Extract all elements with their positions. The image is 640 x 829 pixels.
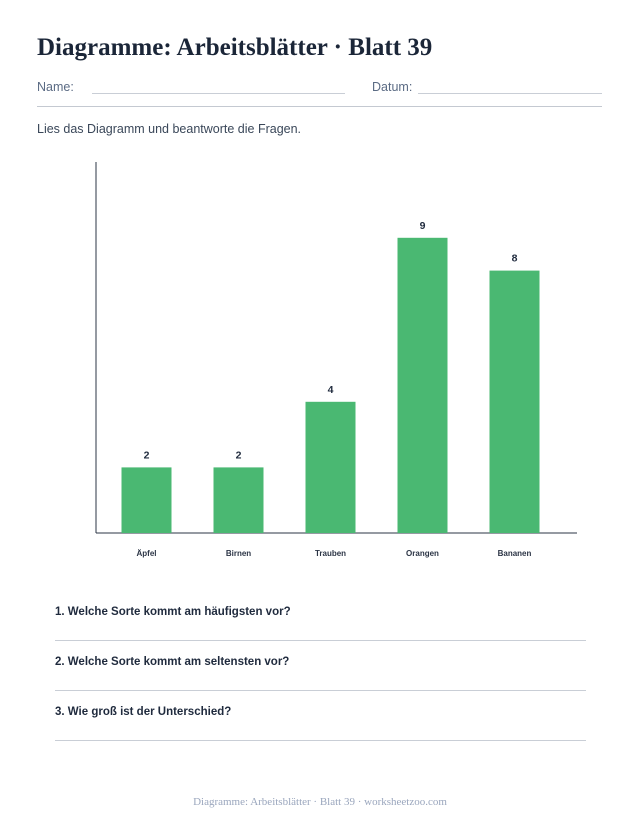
question-3: 3. Wie groß ist der Unterschied? — [55, 706, 232, 718]
header-divider — [37, 106, 602, 107]
x-tick-label: Orangen — [406, 549, 439, 558]
bar — [121, 467, 172, 533]
data-label: 8 — [512, 253, 518, 265]
footer: Diagramme: Arbeitsblätter · Blatt 39 · w… — [193, 796, 447, 808]
bar — [397, 237, 448, 534]
x-tick-label: Trauben — [315, 549, 346, 558]
data-label: 9 — [420, 220, 426, 232]
answer-line-2 — [55, 690, 586, 691]
answer-line-1 — [55, 640, 586, 641]
question-1: 1. Welche Sorte kommt am häufigsten vor? — [55, 606, 291, 618]
bar — [305, 401, 356, 533]
x-tick-label: Birnen — [226, 549, 251, 558]
date-line — [418, 93, 602, 94]
bar — [489, 270, 540, 533]
page-title: Diagramme: Arbeitsblätter · Blatt 39 — [37, 34, 433, 61]
data-label: 2 — [144, 449, 150, 461]
name-label: Name: — [37, 80, 74, 94]
x-tick-label: Äpfel — [137, 549, 157, 558]
bar — [213, 467, 264, 533]
name-line — [92, 93, 345, 94]
x-tick-label: Bananen — [498, 549, 532, 558]
answer-line-3 — [55, 740, 586, 741]
date-label: Datum: — [372, 80, 413, 94]
data-label: 2 — [236, 449, 242, 461]
instructions: Lies das Diagramm und beantworte die Fra… — [37, 122, 302, 136]
data-label: 4 — [328, 384, 334, 396]
question-2: 2. Welche Sorte kommt am seltensten vor? — [55, 656, 290, 668]
